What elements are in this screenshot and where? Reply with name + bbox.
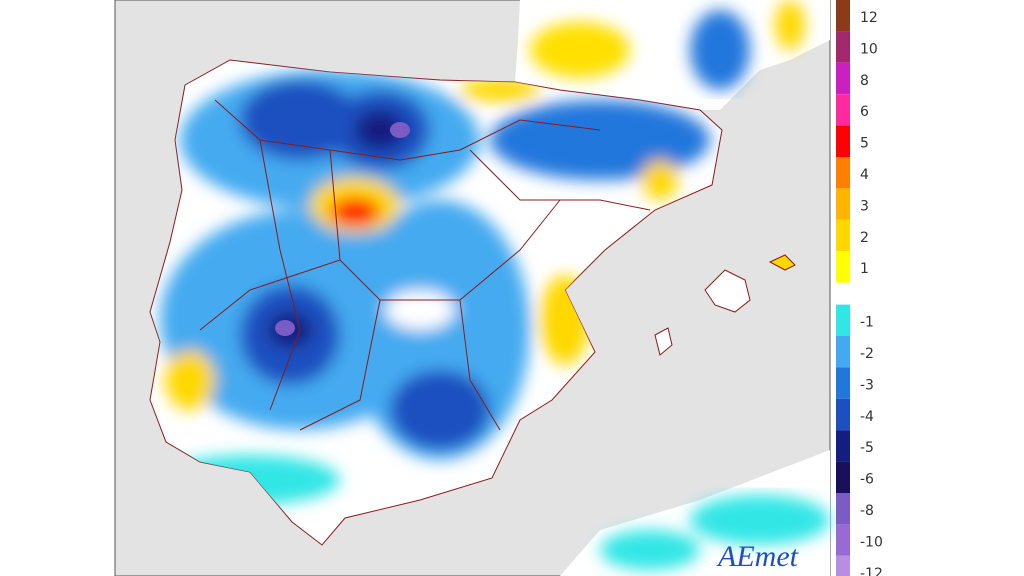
legend-label: 10 <box>860 41 878 57</box>
legend-label: 4 <box>860 167 869 183</box>
legend-label: 2 <box>860 230 869 246</box>
legend-label: -10 <box>860 534 883 550</box>
legend-label: -6 <box>860 472 874 488</box>
legend-label: -2 <box>860 346 874 362</box>
legend-label: 8 <box>860 73 869 89</box>
legend-swatch <box>836 31 850 63</box>
legend-label: -3 <box>860 377 874 393</box>
legend-swatch <box>836 493 850 525</box>
legend-label: 12 <box>860 10 878 26</box>
legend-swatch <box>836 398 850 431</box>
legend-swatch <box>836 0 850 32</box>
legend-swatch <box>836 461 850 493</box>
legend-swatch <box>836 157 850 189</box>
legend-label: -1 <box>860 315 874 331</box>
legend-swatch <box>836 62 850 95</box>
legend-swatch <box>836 555 850 576</box>
legend-swatch <box>836 94 850 126</box>
africa-anomaly <box>600 495 830 570</box>
legend-swatch <box>836 251 850 283</box>
legend-label: 1 <box>860 261 869 277</box>
legend: 12 10 8 6 5 4 3 2 1 -1 -2 -3 -4 -5 -6 -8 -10 -12 <box>836 0 883 576</box>
legend-swatch <box>836 188 850 220</box>
legend-label: -4 <box>860 409 874 425</box>
mallorca <box>704 269 751 313</box>
legend-label: -12 <box>860 566 883 576</box>
legend-swatch <box>836 524 850 556</box>
legend-label: 3 <box>860 198 869 214</box>
legend-label: -5 <box>860 440 874 456</box>
legend-label: -8 <box>860 503 874 519</box>
france-anomaly <box>530 0 805 90</box>
legend-swatch <box>836 367 850 399</box>
logo: AEmet <box>716 540 799 573</box>
legend-swatch <box>836 125 850 157</box>
legend-swatch <box>836 430 850 462</box>
legend-label: 6 <box>860 104 869 120</box>
legend-label: 5 <box>860 136 869 152</box>
legend-swatch <box>836 336 850 368</box>
legend-swatch <box>836 304 850 336</box>
ibiza <box>654 327 673 356</box>
legend-swatch <box>836 219 850 252</box>
province-borders <box>199 99 651 431</box>
menorca <box>768 254 796 271</box>
